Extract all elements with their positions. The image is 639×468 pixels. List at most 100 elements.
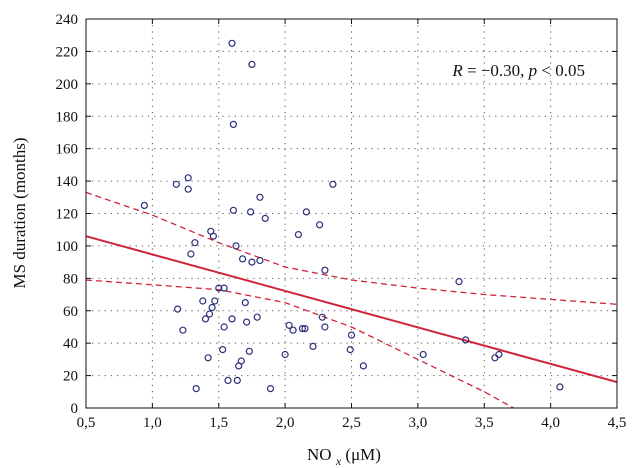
data-point: [316, 221, 324, 229]
data-point: [219, 346, 227, 354]
y-tick-label: 180: [56, 109, 79, 125]
x-axis-title-main: NO: [307, 445, 332, 464]
y-tick-label: 0: [71, 401, 79, 417]
data-point: [191, 239, 199, 247]
data-point: [419, 350, 427, 359]
data-point: [289, 326, 297, 334]
regression-line-layer: [85, 235, 618, 384]
data-point: [266, 385, 275, 393]
data-point: [309, 342, 317, 350]
x-axis-title-subscript: x: [335, 454, 342, 468]
data-point: [243, 318, 251, 326]
annotation-p-label: p: [528, 61, 538, 80]
data-point: [245, 347, 253, 355]
x-tick-label: 4,0: [541, 415, 560, 431]
data-point: [321, 266, 329, 274]
data-point: [321, 323, 329, 331]
data-point: [184, 174, 192, 182]
data-point: [346, 346, 354, 354]
data-point: [281, 350, 289, 359]
data-point: [318, 313, 326, 321]
x-tick-label: 2,5: [342, 415, 361, 431]
data-point: [491, 354, 499, 362]
data-point: [239, 255, 247, 263]
data-point: [495, 350, 503, 359]
y-tick-label: 200: [56, 77, 79, 93]
y-tick-label: 20: [63, 369, 78, 385]
y-tick-label: 100: [56, 239, 79, 255]
data-point: [294, 231, 302, 239]
data-point: [256, 256, 264, 265]
x-tick-label: 3,5: [475, 415, 494, 431]
data-point: [187, 250, 195, 258]
x-tick-label: 2,0: [276, 415, 295, 431]
x-tick-label: 3,0: [409, 415, 428, 431]
data-point: [209, 232, 217, 240]
data-point: [215, 284, 223, 292]
x-axis-title-unit: (μM): [345, 445, 381, 464]
x-tick-label: 4,5: [608, 415, 627, 431]
y-tick-labels: 0 20 40 60 80 100 120 140 160 180 200 220 240: [56, 12, 79, 417]
y-tick-label: 140: [56, 174, 79, 190]
data-point: [256, 193, 264, 201]
data-point: [174, 305, 182, 313]
data-point: [211, 297, 219, 305]
data-point: [232, 242, 240, 250]
data-point: [285, 321, 293, 329]
y-tick-label: 60: [63, 304, 78, 320]
annotation-p-value: < 0.05: [541, 61, 585, 80]
confidence-lower: [85, 279, 514, 409]
data-point: [248, 258, 256, 266]
data-point: [184, 185, 192, 193]
annotation-r-label: R: [451, 61, 463, 80]
data-point: [228, 39, 236, 47]
data-point: [205, 310, 214, 318]
confidence-upper: [85, 191, 618, 305]
data-point: [192, 385, 200, 393]
y-tick-label: 80: [63, 271, 78, 287]
y-tick-label: 120: [56, 207, 79, 223]
y-axis-title: MS duration (months): [10, 137, 29, 288]
data-point: [462, 336, 470, 344]
data-point: [329, 180, 337, 188]
data-point: [201, 315, 210, 323]
data-point: [347, 331, 356, 339]
data-point: [253, 313, 261, 321]
data-point: [199, 297, 207, 305]
data-point: [261, 214, 269, 222]
data-point: [298, 325, 306, 333]
y-tick-label: 240: [56, 12, 79, 28]
data-point: [179, 326, 187, 334]
data-point: [556, 383, 564, 391]
data-point: [140, 201, 148, 209]
x-tick-label: 0,5: [77, 415, 96, 431]
data-point: [302, 208, 310, 216]
data-point: [204, 354, 212, 362]
data-point: [220, 284, 228, 292]
data-point: [241, 299, 249, 307]
data-point: [237, 357, 245, 365]
x-tick-label: 1,5: [209, 415, 228, 431]
data-point: [229, 120, 237, 129]
data-point: [248, 60, 256, 69]
data-point: [208, 303, 216, 312]
data-point: [224, 376, 232, 384]
x-tick-labels: 0,5 1,0 1,5 2,0 2,5 3,0 3,5 4,0 4,5: [77, 415, 627, 431]
data-point: [228, 315, 236, 323]
x-tick-label: 1,0: [143, 415, 162, 431]
y-tick-label: 40: [63, 336, 78, 352]
data-point: [359, 362, 367, 370]
x-axis-title: NO x (μM): [307, 445, 381, 468]
y-tick-label: 220: [56, 44, 79, 60]
data-points-layer: [140, 39, 564, 393]
data-point: [229, 206, 237, 214]
data-point: [172, 180, 180, 188]
correlation-annotation: R = −0.30, p < 0.05: [451, 61, 585, 80]
data-point: [247, 208, 255, 216]
confidence-band-layer: [85, 191, 618, 409]
regression-line: [85, 235, 618, 384]
y-tick-label: 160: [56, 142, 79, 158]
data-point: [233, 376, 241, 384]
annotation-r-value: = −0.30,: [467, 61, 524, 80]
